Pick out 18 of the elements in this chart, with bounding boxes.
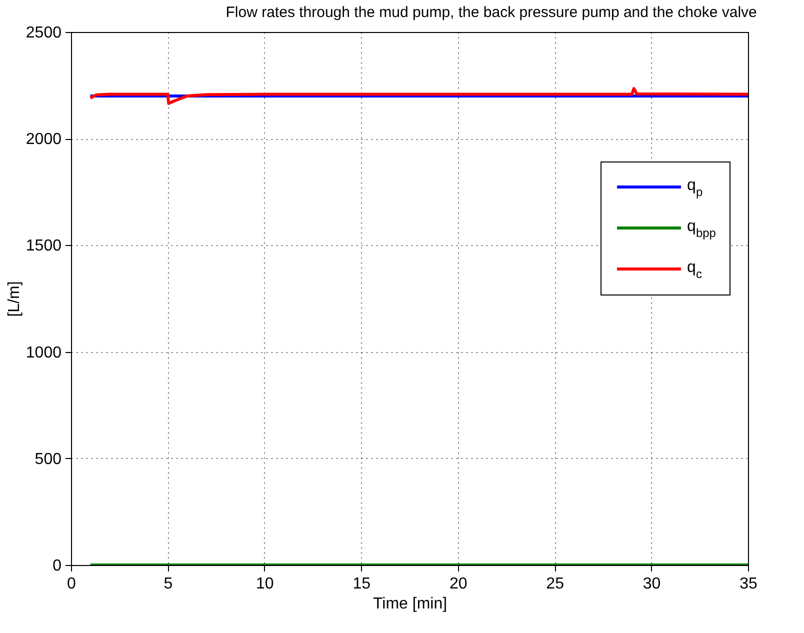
y-tick-label: 1500 — [26, 238, 62, 255]
x-tick-label: 5 — [164, 576, 173, 592]
x-tick-label: 25 — [546, 576, 564, 592]
x-tick-label: 30 — [642, 576, 661, 592]
x-tick-label: 20 — [449, 576, 468, 592]
y-tick-label: 1000 — [26, 344, 62, 362]
x-tick-label: 15 — [352, 576, 371, 592]
y-tick-label: 2000 — [26, 131, 62, 148]
x-tick-label: 35 — [740, 576, 758, 592]
x-tick-label: 10 — [256, 576, 274, 592]
y-tick-label: 0 — [52, 558, 62, 574]
y-axis-title: [L/m] — [6, 281, 23, 317]
chart-title: Flow rates through the mud pump, the back pressure pump and the choke valve — [226, 4, 757, 21]
x-tick-label: 0 — [67, 576, 76, 592]
line-series — [88, 87, 748, 105]
y-tick-label: 2500 — [26, 24, 62, 42]
y-tick-label: 500 — [34, 450, 62, 468]
x-axis-title: Time [min] — [372, 596, 448, 612]
